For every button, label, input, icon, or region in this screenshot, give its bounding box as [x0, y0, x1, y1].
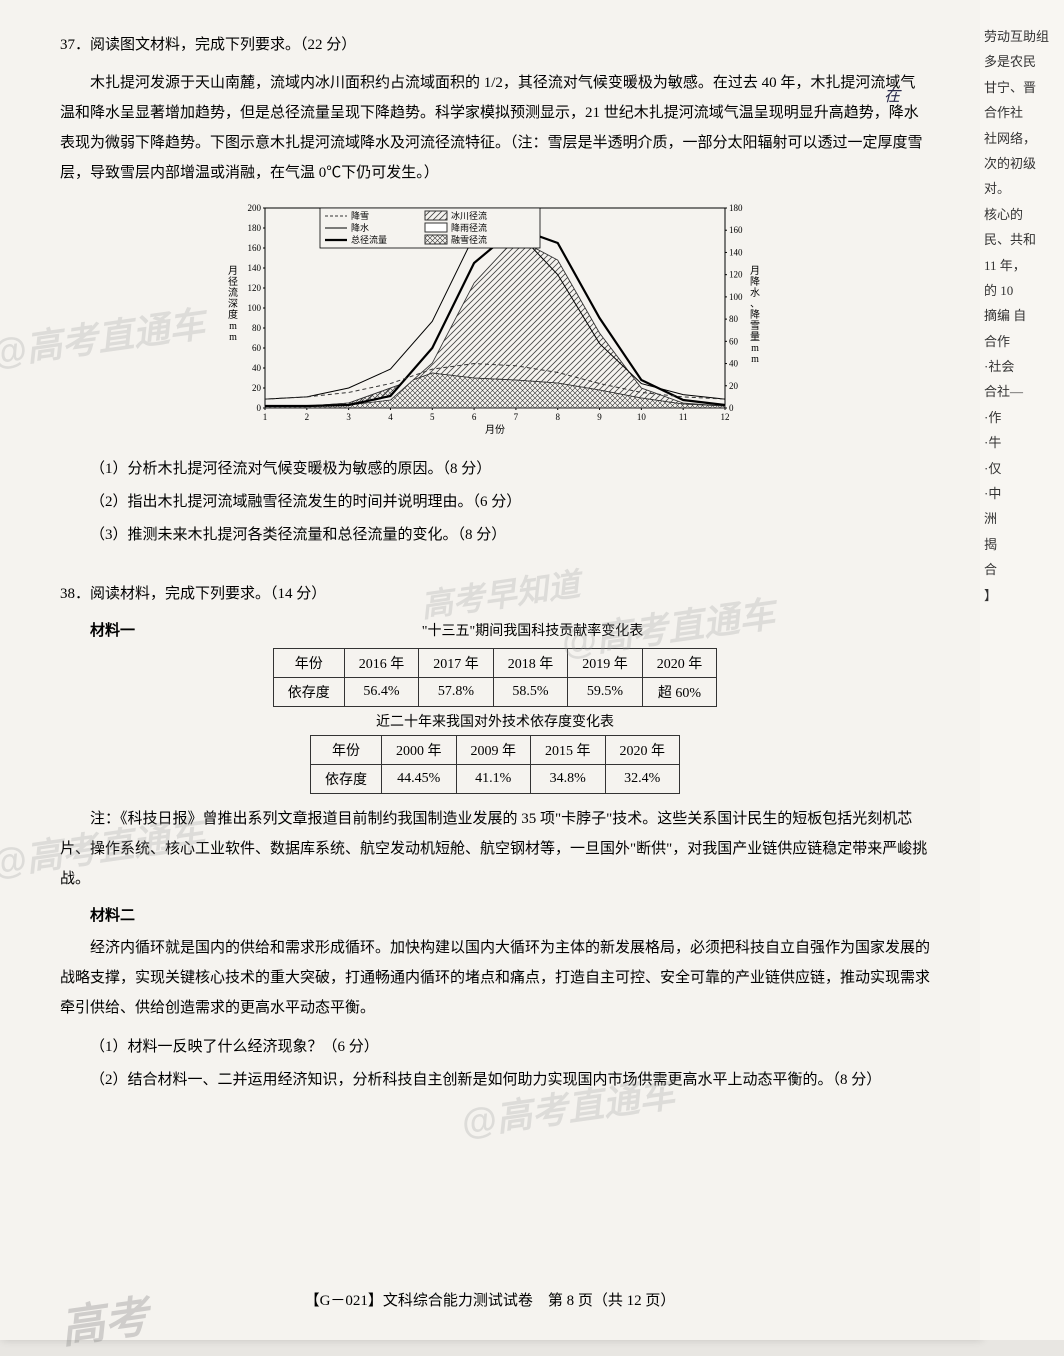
svg-text:2: 2 — [305, 412, 310, 422]
table2-caption: 近二十年来我国对外技术依存度变化表 — [60, 711, 930, 731]
svg-text:20: 20 — [252, 383, 262, 393]
svg-text:0: 0 — [729, 403, 734, 413]
svg-text:60: 60 — [252, 343, 262, 353]
svg-text:10: 10 — [637, 412, 647, 422]
material2-label: 材料二 — [90, 904, 930, 925]
runoff-chart: 0 20 40 60 80 100 120 140 160 180 200 0 20 40 60 80 100… — [215, 198, 775, 438]
chart-svg: 0 20 40 60 80 100 120 140 160 180 200 0 20 40 60 80 100… — [215, 198, 775, 438]
svg-text:5: 5 — [430, 412, 435, 422]
svg-text:月径流深度mm: 月径流深度mm — [228, 265, 238, 343]
handwriting-note: 在 — [884, 82, 900, 106]
svg-text:40: 40 — [252, 363, 262, 373]
q38-questions: （1）材料一反映了什么经济现象？（6 分） （2）结合材料一、二并运用经济知识，… — [90, 1031, 930, 1097]
svg-text:降水: 降水 — [351, 222, 369, 233]
svg-text:9: 9 — [597, 412, 602, 422]
svg-text:80: 80 — [729, 314, 739, 324]
svg-text:180: 180 — [729, 203, 743, 213]
q38-title: 38．阅读材料，完成下列要求。（14 分） — [60, 582, 930, 603]
svg-text:140: 140 — [248, 263, 262, 273]
q37-title: 37．阅读图文材料，完成下列要求。（22 分） — [60, 30, 930, 60]
svg-text:月降水、降雪量mm: 月降水、降雪量mm — [750, 265, 760, 365]
watermark: @高考直通车 — [0, 295, 208, 376]
table1-caption: "十三五"期间我国科技贡献率变化表 — [135, 620, 930, 640]
material2-body: 经济内循环就是国内的供给和需求形成循环。加快构建以国内大循环为主体的新发展格局，… — [60, 933, 930, 1023]
table1: 年份2016 年2017 年2018 年2019 年2020 年依存度56.4%… — [273, 648, 718, 707]
svg-text:80: 80 — [252, 323, 262, 333]
svg-text:8: 8 — [555, 412, 560, 422]
svg-text:3: 3 — [346, 412, 351, 422]
svg-text:60: 60 — [729, 336, 739, 346]
svg-text:月份: 月份 — [485, 424, 505, 436]
svg-text:120: 120 — [729, 270, 743, 280]
q37-questions: （1）分析木扎提河径流对气候变暖极为敏感的原因。（8 分） （2）指出木扎提河流… — [90, 453, 930, 552]
q38-sub1: （1）材料一反映了什么经济现象？（6 分） — [90, 1031, 930, 1064]
exam-page: @高考直通车 高考早知道 @高考直通车 @高考直通车 @高考直通车 高考 在 3… — [0, 0, 980, 1340]
q38-note: 注：《科技日报》曾推出系列文章报道目前制约我国制造业发展的 35 项"卡脖子"技… — [60, 804, 930, 894]
svg-text:融雪径流: 融雪径流 — [451, 234, 487, 245]
q37-sub1: （1）分析木扎提河径流对气候变暖极为敏感的原因。（8 分） — [90, 453, 930, 486]
page-footer: 【G－021】文科综合能力测试试卷 第 8 页（共 12 页） — [0, 1289, 980, 1310]
svg-text:120: 120 — [248, 283, 262, 293]
svg-text:冰川径流: 冰川径流 — [451, 210, 487, 221]
q37-body: 木扎提河发源于天山南麓，流域内冰川面积约占流域面积的 1/2，其径流对气候变暖极… — [60, 68, 930, 188]
svg-text:6: 6 — [472, 412, 477, 422]
svg-text:12: 12 — [721, 412, 730, 422]
svg-text:11: 11 — [679, 412, 688, 422]
svg-text:180: 180 — [248, 223, 262, 233]
svg-text:100: 100 — [729, 292, 743, 302]
table2: 年份2000 年2009 年2015 年2020 年依存度44.45%41.1%… — [310, 735, 680, 794]
material1-label: 材料一 — [90, 619, 135, 640]
sidebar-snippet: 劳动互助组多是农民甘宁、晋合作社社网络，次的初级对。核心的民、共和11 年，的 … — [980, 0, 1064, 1340]
svg-text:160: 160 — [248, 243, 262, 253]
svg-text:140: 140 — [729, 247, 743, 257]
svg-text:200: 200 — [248, 203, 262, 213]
svg-text:20: 20 — [729, 381, 739, 391]
svg-text:总径流量: 总径流量 — [351, 234, 387, 245]
svg-text:降雨径流: 降雨径流 — [451, 222, 487, 233]
svg-text:4: 4 — [388, 412, 393, 422]
svg-text:7: 7 — [514, 412, 519, 422]
q37-sub2: （2）指出木扎提河流域融雪径流发生的时间并说明理由。（6 分） — [90, 486, 930, 519]
q38-sub2: （2）结合材料一、二并运用经济知识，分析科技自主创新是如何助力实现国内市场供需更… — [90, 1064, 930, 1097]
svg-text:40: 40 — [729, 359, 739, 369]
svg-text:降雪: 降雪 — [351, 210, 369, 221]
svg-text:100: 100 — [248, 303, 262, 313]
q37-sub3: （3）推测未来木扎提河各类径流量和总径流量的变化。（8 分） — [90, 519, 930, 552]
svg-text:1: 1 — [263, 412, 268, 422]
svg-text:0: 0 — [257, 403, 262, 413]
svg-text:160: 160 — [729, 225, 743, 235]
